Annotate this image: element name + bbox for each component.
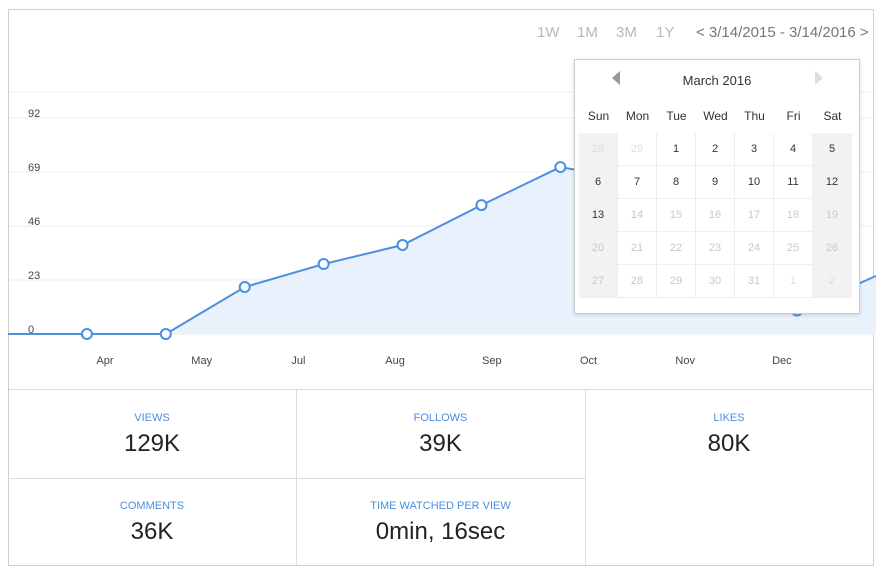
calendar-day[interactable]: 12 <box>813 166 852 199</box>
stat-value: 80K <box>707 430 751 457</box>
calendar-day[interactable]: 9 <box>696 166 735 199</box>
stat-value: 0min, 16sec <box>375 518 506 545</box>
weekday: Thu <box>744 109 765 123</box>
calendar-day[interactable]: 11 <box>774 166 813 199</box>
point <box>238 281 251 294</box>
range-button[interactable]: 3M <box>616 24 637 41</box>
calendar-day[interactable]: 8 <box>657 166 696 199</box>
calendar-day[interactable]: 5 <box>813 133 852 166</box>
calendar-day[interactable]: 25 <box>774 232 813 265</box>
y-tick-label: 69 <box>28 162 40 174</box>
calendar-day[interactable]: 21 <box>618 232 657 265</box>
stat-cell: TIME WATCHED PER VIEW 0min, 16sec <box>296 478 586 565</box>
x-tick-label: May <box>191 355 212 367</box>
y-tick-label: 23 <box>28 270 40 282</box>
calendar-day[interactable]: 26 <box>813 232 852 265</box>
point <box>554 161 567 174</box>
stat-label: COMMENTS <box>119 500 185 512</box>
stat-cell: COMMENTS 36K <box>8 478 297 565</box>
weekday: Wed <box>703 109 728 123</box>
stat-value: 129K <box>123 430 181 457</box>
point <box>475 199 488 212</box>
prev-month[interactable] <box>612 71 620 85</box>
date-range[interactable]: < 3/14/2015 - 3/14/2016 > <box>696 24 869 41</box>
calendar-day[interactable]: 27 <box>579 265 618 298</box>
stat-cell: FOLLOWS 39K <box>296 390 586 479</box>
point <box>80 328 93 340</box>
stat-label: VIEWS <box>134 412 170 424</box>
weekday: Tue <box>666 109 687 123</box>
calendar-day[interactable]: 23 <box>696 232 735 265</box>
calendar-day[interactable]: 20 <box>579 232 618 265</box>
stats-divider <box>9 389 873 390</box>
x-tick-label: Sep <box>482 355 502 367</box>
calendar-day[interactable]: 31 <box>735 265 774 298</box>
calendar-day[interactable]: 7 <box>618 166 657 199</box>
calendar-day[interactable]: 29 <box>657 265 696 298</box>
weekday: Mon <box>625 109 650 123</box>
calendar-day[interactable]: 17 <box>735 199 774 232</box>
calendar-day[interactable]: 22 <box>657 232 696 265</box>
calendar-day[interactable]: 2 <box>696 133 735 166</box>
calendar-title: March 2016 <box>682 73 752 88</box>
weekday: Sun <box>587 109 610 123</box>
calendar-day[interactable]: 13 <box>579 199 618 232</box>
calendar-day[interactable]: 1 <box>657 133 696 166</box>
calendar-day: 29 <box>618 133 657 166</box>
calendar-day: 1 <box>774 265 813 298</box>
stat-cell: VIEWS 129K <box>8 390 297 479</box>
point <box>317 258 330 271</box>
stat-value: 39K <box>419 430 462 457</box>
stat-cell: LIKES 80K <box>585 390 873 565</box>
weekday: Sat <box>823 109 842 123</box>
calendar-day[interactable]: 14 <box>618 199 657 232</box>
calendar-day[interactable]: 16 <box>696 199 735 232</box>
stat-label: TIME WATCHED PER VIEW <box>370 500 511 512</box>
stat-value: 36K <box>130 518 174 545</box>
calendar-day: 2 <box>813 265 852 298</box>
calendar-day[interactable]: 24 <box>735 232 774 265</box>
calendar-day[interactable]: 18 <box>774 199 813 232</box>
calendar-day[interactable]: 19 <box>813 199 852 232</box>
calendar-day: 28 <box>579 133 618 166</box>
x-tick-label: Aug <box>385 355 405 367</box>
y-tick-label: 46 <box>28 216 40 228</box>
calendar-day[interactable]: 6 <box>579 166 618 199</box>
calendar-day[interactable]: 15 <box>657 199 696 232</box>
x-tick-label: Jul <box>291 355 305 367</box>
x-tick-label: Apr <box>96 355 113 367</box>
next-month[interactable] <box>815 71 823 85</box>
calendar-day[interactable]: 30 <box>696 265 735 298</box>
point <box>159 328 172 340</box>
calendar: March 2016 Sun Mon Tue Wed Thu Fri Sat 28 29 1 2 3 4… <box>574 59 860 314</box>
x-tick-label: Oct <box>580 355 597 367</box>
calendar-day[interactable]: 28 <box>618 265 657 298</box>
range-button[interactable]: 1Y <box>656 24 675 41</box>
point <box>396 239 409 252</box>
y-tick-label: 92 <box>28 108 40 120</box>
stat-label: FOLLOWS <box>413 412 468 424</box>
calendar-day[interactable]: 10 <box>735 166 774 199</box>
stat-label: LIKES <box>713 412 745 424</box>
range-button[interactable]: 1M <box>577 24 598 41</box>
weekday: Fri <box>786 109 801 123</box>
range-button[interactable]: 1W <box>537 24 560 41</box>
y-tick-label: 0 <box>28 324 34 336</box>
x-tick-label: Nov <box>675 355 695 367</box>
calendar-day[interactable]: 3 <box>735 133 774 166</box>
calendar-day[interactable]: 4 <box>774 133 813 166</box>
x-tick-label: Dec <box>772 355 792 367</box>
